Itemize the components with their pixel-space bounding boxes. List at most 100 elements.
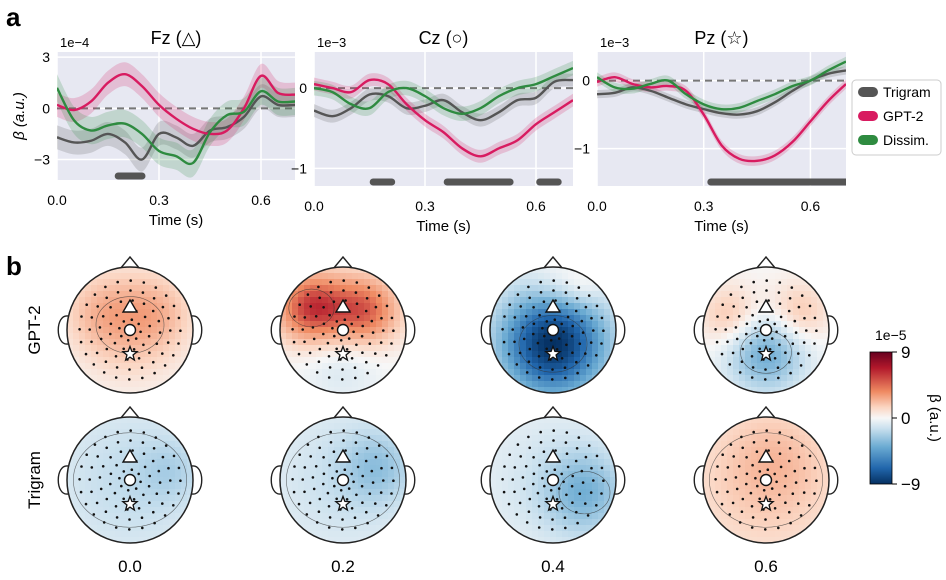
electrode-dot [376, 514, 380, 517]
colorbar-tick-label: 0 [901, 409, 910, 428]
electrode-dot [105, 296, 108, 300]
heat-field [67, 267, 193, 393]
electrode-dot [113, 341, 117, 345]
electrode-dot [119, 450, 123, 454]
electrode-dot [754, 476, 757, 480]
star-marker-icon [544, 344, 562, 362]
plot-area [597, 52, 846, 186]
electrode-dot [768, 498, 772, 501]
electrode-dot [152, 447, 156, 450]
electrode-dot [115, 313, 118, 317]
line-chart-3: 0.0 0.3 0.6 0 −1 Pz (☆) 1e−3 Time (s) [574, 28, 846, 235]
electrode-dot [172, 504, 175, 507]
electrode-dot [762, 489, 766, 492]
left-ear-icon [693, 465, 705, 495]
electrode-dot [524, 315, 528, 318]
electrode-dot [767, 449, 770, 452]
electrode-dot [392, 479, 395, 483]
electrode-dot [164, 444, 168, 447]
electrode-dot [745, 472, 749, 476]
electrode-dot [327, 355, 331, 358]
electrode-dot [541, 326, 544, 330]
electrode-dot [98, 476, 102, 479]
electrode-dot [595, 504, 598, 507]
electrode-dot [102, 521, 106, 524]
electrode-dot [740, 435, 743, 439]
nose-icon [542, 405, 564, 420]
electrode-dot [365, 297, 369, 300]
electrode-dot [366, 521, 369, 525]
electrode-dot [352, 330, 355, 334]
electrode-dot [507, 502, 511, 506]
electrode-dot [501, 478, 504, 481]
electrode-dot [808, 454, 812, 458]
electrode-dot [788, 447, 792, 450]
electrode-dot [137, 322, 140, 326]
star-marker-icon [757, 494, 775, 512]
electrode-dot [109, 456, 112, 459]
electrode-dot [115, 463, 118, 467]
electrode-dot [787, 459, 791, 463]
electrode-dot [564, 441, 568, 444]
star-marker-icon [334, 344, 352, 362]
electrode-dot [311, 326, 315, 329]
electrode-dot [728, 513, 732, 516]
electrode-dot [537, 505, 541, 508]
electrode-dot [90, 316, 94, 319]
electrode-dot [793, 319, 797, 323]
electrode-dot [155, 342, 159, 346]
electrode-dot [128, 368, 131, 371]
electrode-dot [179, 329, 182, 333]
electrode-dot [104, 435, 107, 439]
series-line-dissim [57, 87, 295, 166]
electrode-dot [775, 480, 778, 484]
electrode-dot [539, 430, 542, 434]
right-ear-icon [191, 465, 203, 495]
electrode-dot [153, 371, 156, 375]
topomap-trigram-0-4 [480, 405, 626, 544]
series-line-dissim [314, 66, 573, 115]
electrode-dot [177, 316, 181, 320]
electrode-dot [354, 376, 357, 380]
electrode-dot [564, 291, 568, 294]
electrode-dot [590, 316, 593, 320]
electrode-dot [390, 316, 394, 320]
electrode-dot [805, 479, 808, 482]
electrode-dot [129, 289, 132, 292]
right-ear-icon [827, 315, 839, 345]
electrode-dot [740, 360, 744, 364]
electrode-dot [322, 456, 325, 459]
electrode-dot [370, 319, 374, 323]
electrode-dot [768, 348, 772, 351]
electrode-dot [140, 366, 144, 370]
electrode-dot [382, 479, 385, 482]
electrode-dot [575, 360, 578, 364]
electrode-dot [750, 355, 754, 358]
electrode-dot [766, 318, 770, 322]
electrode-dot [740, 510, 744, 513]
electrode-dot [322, 322, 326, 326]
left-ear-icon [57, 315, 69, 345]
electrode-dot [750, 376, 754, 379]
electrode-dot [303, 466, 307, 469]
electrode-dot [151, 309, 155, 313]
electrode-dot [140, 516, 144, 519]
electrode-dot [765, 439, 768, 442]
electrode-dot [80, 465, 83, 468]
electrode-dot [318, 347, 322, 351]
electrode-dot [305, 513, 309, 516]
electrode-dot [539, 441, 543, 444]
electrode-dot [758, 320, 762, 323]
y-tick-label: −3 [34, 152, 50, 168]
left-ear-icon [480, 315, 492, 345]
electrode-dot [778, 302, 782, 306]
contour-line [73, 432, 188, 528]
electrode-dot [314, 315, 318, 318]
panel-label-a: a [6, 2, 21, 32]
electrode-dot [350, 322, 354, 326]
electrode-dot [549, 489, 553, 492]
electrode-dot [328, 366, 332, 369]
electrode-dot [766, 468, 770, 472]
electrode-dot [142, 302, 146, 306]
electrode-dot [90, 340, 93, 344]
